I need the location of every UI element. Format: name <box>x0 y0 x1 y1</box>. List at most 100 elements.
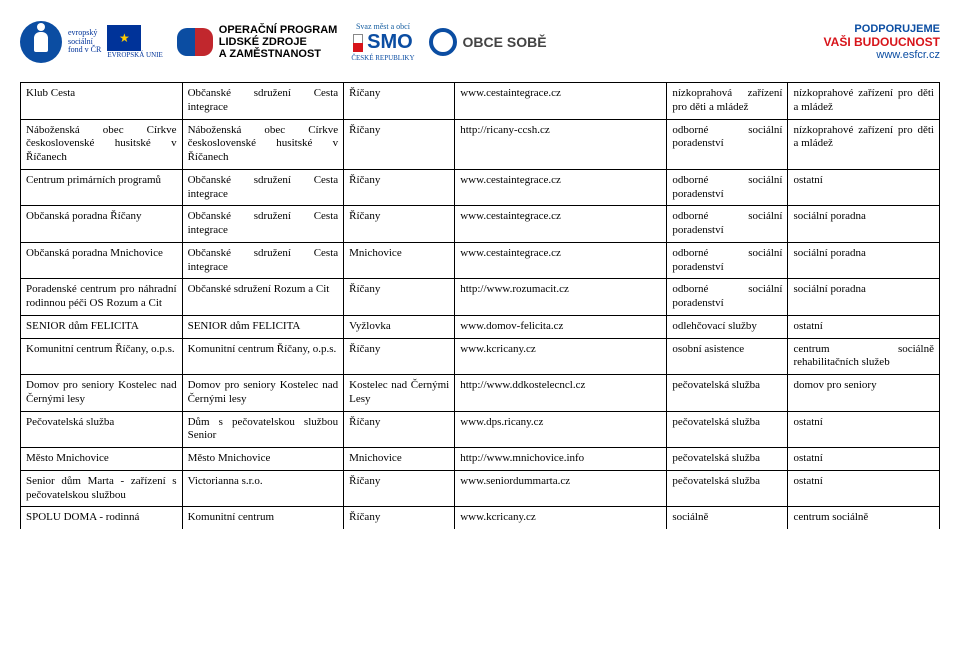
table-cell: centrum sociálně <box>788 507 940 529</box>
table-row: Náboženská obec Církve československé hu… <box>21 119 940 169</box>
logo-header: evropský sociální fond v ČR ★ EVROPSKÁ U… <box>20 12 940 72</box>
table-cell: www.cestaintegrace.cz <box>455 169 667 206</box>
table-cell: SENIOR dům FELICITA <box>182 315 344 338</box>
table-cell: Mnichovice <box>344 448 455 471</box>
table-row: Občanská poradna ŘíčanyObčanské sdružení… <box>21 206 940 243</box>
smo-top: Svaz měst a obcí <box>356 22 410 31</box>
table-cell: pečovatelská služba <box>667 411 788 448</box>
table-cell: SENIOR dům FELICITA <box>21 315 183 338</box>
table-cell: odborné sociální poradenství <box>667 169 788 206</box>
table-cell: www.kcricany.cz <box>455 507 667 529</box>
table-cell: sociální poradna <box>788 206 940 243</box>
table-row: Komunitní centrum Říčany, o.p.s.Komunitn… <box>21 338 940 375</box>
table-cell: nízkoprahové zařízení pro děti a mládež <box>788 83 940 120</box>
table-row: SENIOR dům FELICITASENIOR dům FELICITAVy… <box>21 315 940 338</box>
table-cell: http://www.rozumacit.cz <box>455 279 667 316</box>
table-cell: Občanská poradna Říčany <box>21 206 183 243</box>
cz-flag-icon <box>353 34 363 52</box>
table-cell: Říčany <box>344 169 455 206</box>
table-row: Domov pro seniory Kostelec nad Černými l… <box>21 375 940 412</box>
table-cell: odlehčovací služby <box>667 315 788 338</box>
table-cell: Říčany <box>344 411 455 448</box>
table-cell: Říčany <box>344 206 455 243</box>
table-row: Pečovatelská službaDům s pečovatelskou s… <box>21 411 940 448</box>
table-cell: Občanské sdružení Cesta integrace <box>182 206 344 243</box>
podp-l1: PODPORUJEME <box>824 23 940 35</box>
smo-big: SMO <box>367 31 413 54</box>
table-cell: Občanské sdružení Cesta integrace <box>182 169 344 206</box>
table-row: Poradenské centrum pro náhradní rodinnou… <box>21 279 940 316</box>
table-cell: sociálně <box>667 507 788 529</box>
table-cell: Vyžlovka <box>344 315 455 338</box>
table-cell: ostatní <box>788 411 940 448</box>
table-cell: www.cestaintegrace.cz <box>455 206 667 243</box>
oplz-logo: OPERAČNÍ PROGRAM LIDSKÉ ZDROJE A ZAMĚSTN… <box>177 24 338 60</box>
table-cell: odborné sociální poradenství <box>667 206 788 243</box>
table-cell: www.dps.ricany.cz <box>455 411 667 448</box>
table-cell: Říčany <box>344 507 455 529</box>
table-cell: Občanské sdružení Rozum a Cit <box>182 279 344 316</box>
table-cell: Město Mnichovice <box>21 448 183 471</box>
table-cell: pečovatelská služba <box>667 470 788 507</box>
table-cell: Komunitní centrum <box>182 507 344 529</box>
table-cell: Říčany <box>344 279 455 316</box>
table-cell: Pečovatelská služba <box>21 411 183 448</box>
table-cell: www.cestaintegrace.cz <box>455 83 667 120</box>
table-cell: Dům s pečovatelskou službou Senior <box>182 411 344 448</box>
table-cell: Komunitní centrum Říčany, o.p.s. <box>182 338 344 375</box>
esf-badge-icon <box>20 21 62 63</box>
table-cell: Senior dům Marta - zařízení s pečovatels… <box>21 470 183 507</box>
table-cell: Náboženská obec Církve československé hu… <box>182 119 344 169</box>
table-cell: http://www.ddkostelecncl.cz <box>455 375 667 412</box>
table-cell: Říčany <box>344 338 455 375</box>
obce-sobe-logo: OBCE SOBĚ <box>429 28 547 56</box>
table-cell: Centrum primárních programů <box>21 169 183 206</box>
table-cell: pečovatelská služba <box>667 448 788 471</box>
table-cell: Poradenské centrum pro náhradní rodinnou… <box>21 279 183 316</box>
table-cell: Město Mnichovice <box>182 448 344 471</box>
table-cell: Klub Cesta <box>21 83 183 120</box>
table-cell: Náboženská obec Církve československé hu… <box>21 119 183 169</box>
podporujeme-block: PODPORUJEME VAŠI BUDOUCNOST www.esfcr.cz <box>824 23 940 61</box>
table-row: Občanská poradna MnichoviceObčanské sdru… <box>21 242 940 279</box>
esf-logo: evropský sociální fond v ČR ★ EVROPSKÁ U… <box>20 21 163 63</box>
eu-flag-icon: ★ <box>107 25 141 51</box>
table-cell: Občanské sdružení Cesta integrace <box>182 242 344 279</box>
table-cell: Říčany <box>344 470 455 507</box>
table-cell: domov pro seniory <box>788 375 940 412</box>
oplz-text: OPERAČNÍ PROGRAM LIDSKÉ ZDROJE A ZAMĚSTN… <box>219 24 338 60</box>
table-cell: http://www.mnichovice.info <box>455 448 667 471</box>
table-cell: odborné sociální poradenství <box>667 119 788 169</box>
table-cell: Občanská poradna Mnichovice <box>21 242 183 279</box>
table-cell: Victorianna s.r.o. <box>182 470 344 507</box>
obce-text: OBCE SOBĚ <box>463 34 547 50</box>
table-cell: sociální poradna <box>788 279 940 316</box>
table-row: Senior dům Marta - zařízení s pečovatels… <box>21 470 940 507</box>
oplz-line1: OPERAČNÍ PROGRAM <box>219 24 338 36</box>
services-table: Klub CestaObčanské sdružení Cesta integr… <box>20 82 940 529</box>
podp-l2: VAŠI BUDOUCNOST <box>824 35 940 49</box>
table-cell: www.seniordummarta.cz <box>455 470 667 507</box>
table-cell: SPOLU DOMA - rodinná <box>21 507 183 529</box>
smo-bot: ČESKÉ REPUBLIKY <box>351 54 414 62</box>
table-cell: odborné sociální poradenství <box>667 242 788 279</box>
eu-flag-block: ★ EVROPSKÁ UNIE <box>107 25 162 59</box>
table-cell: ostatní <box>788 169 940 206</box>
table-cell: nízkoprahové zařízení pro děti a mládež <box>788 119 940 169</box>
esf-text: evropský sociální fond v ČR <box>68 29 101 55</box>
table-cell: sociální poradna <box>788 242 940 279</box>
eu-label: EVROPSKÁ UNIE <box>107 51 162 59</box>
table-cell: odborné sociální poradenství <box>667 279 788 316</box>
table-cell: nízkoprahová zařízení pro děti a mládež <box>667 83 788 120</box>
table-cell: Občanské sdružení Cesta integrace <box>182 83 344 120</box>
table-cell: ostatní <box>788 470 940 507</box>
table-row: Centrum primárních programůObčanské sdru… <box>21 169 940 206</box>
table-cell: Říčany <box>344 119 455 169</box>
smo-logo: Svaz měst a obcí SMO ČESKÉ REPUBLIKY <box>351 22 414 62</box>
table-cell: osobní asistence <box>667 338 788 375</box>
table-cell: www.domov-felicita.cz <box>455 315 667 338</box>
table-cell: ostatní <box>788 315 940 338</box>
obce-circle-icon <box>429 28 457 56</box>
oplz-icon <box>177 24 213 60</box>
table-cell: Domov pro seniory Kostelec nad Černými l… <box>21 375 183 412</box>
